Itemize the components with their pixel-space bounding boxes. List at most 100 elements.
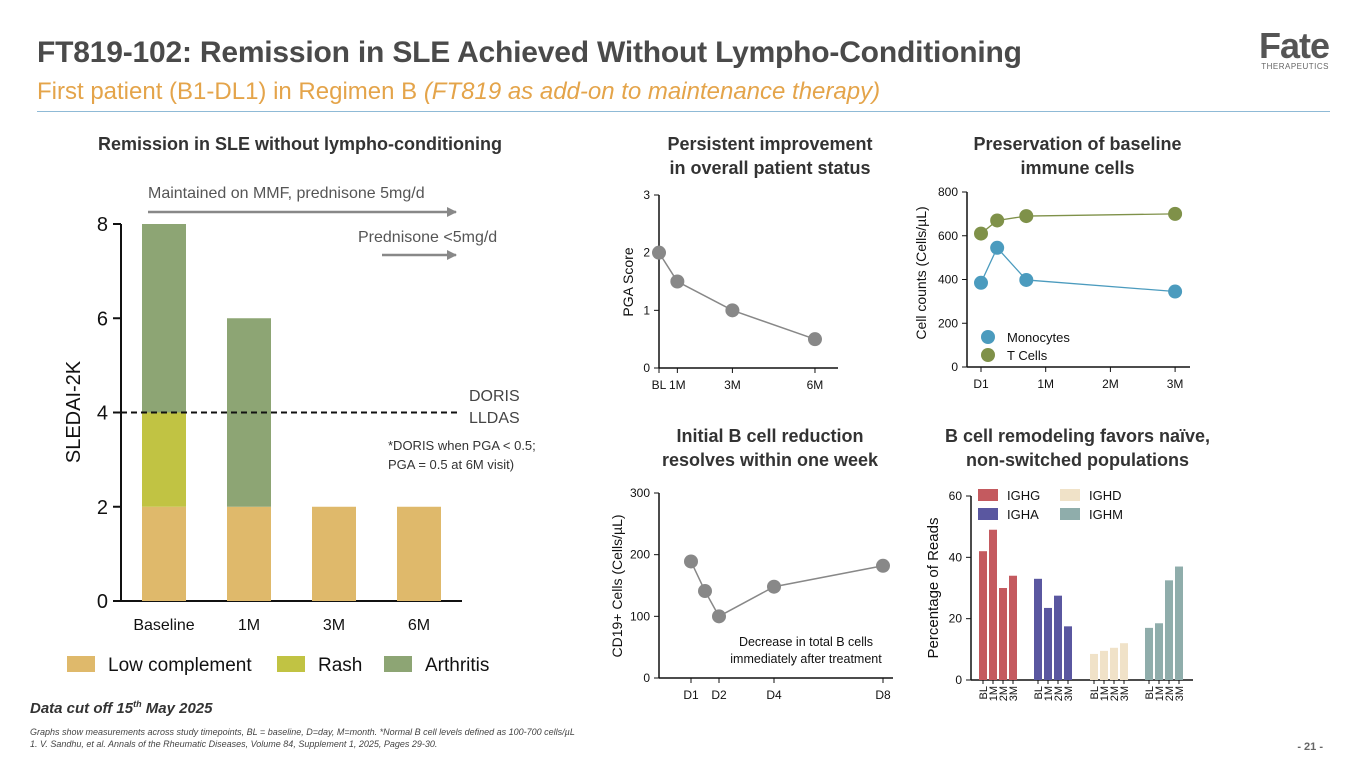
sledai-bar-segment xyxy=(227,506,271,601)
bcell-ytick-label: 200 xyxy=(630,548,650,562)
bcell-annotation-line1: Decrease in total B cells xyxy=(739,635,873,649)
immune-ytick-label: 400 xyxy=(938,273,958,287)
immune-data-point xyxy=(1168,206,1183,221)
doris-label: DORIS xyxy=(469,388,520,405)
sledai-ytick-label: 8 xyxy=(97,214,108,236)
isotype-bar xyxy=(1175,566,1183,680)
bcell-data-point xyxy=(712,609,726,624)
legend-ighm-label: IGHM xyxy=(1089,507,1123,522)
isotype-xtick-label: 3M xyxy=(1063,686,1075,701)
immune-ylabel: Cell counts (Cells/µL) xyxy=(913,206,929,339)
isotype-bar xyxy=(1145,627,1153,680)
sledai-ylabel: SLEDAI-2K xyxy=(63,360,85,463)
pga-ytick-label: 0 xyxy=(643,361,650,375)
pga-data-point xyxy=(670,274,685,289)
immune-data-point xyxy=(1019,209,1034,224)
isotype-ytick-label: 0 xyxy=(955,673,962,687)
immune-data-point xyxy=(1019,272,1034,287)
isotype-xtick-label: 1M xyxy=(1154,686,1166,701)
subtitle-main: First patient (B1-DL1) in Regimen B xyxy=(37,78,424,105)
bcell-ylabel: CD19+ Cells (Cells/µL) xyxy=(609,514,625,657)
sledai-bar-segment xyxy=(142,506,186,601)
immune-data-point xyxy=(1168,284,1183,299)
sledai-xtick-label: 6M xyxy=(408,617,430,634)
footnote: Graphs show measurements across study ti… xyxy=(30,727,575,737)
pga-title-line1: Persistent improvement xyxy=(667,134,873,154)
bcell-ytick-label: 0 xyxy=(643,671,650,685)
isotype-bar xyxy=(1034,578,1042,680)
sledai-bar-segment xyxy=(312,506,356,601)
immune-data-point xyxy=(974,275,988,290)
bcell-annotation-line2: immediately after treatment xyxy=(730,652,882,666)
isotype-bar xyxy=(1165,580,1173,680)
immune-data-point xyxy=(974,226,988,241)
legend-igha-swatch xyxy=(978,508,998,520)
immune-xtick-label: 1M xyxy=(1037,377,1054,391)
isotype-xtick-label: 1M xyxy=(1043,686,1055,701)
isotype-ytick-label: 40 xyxy=(949,550,963,564)
isotype-xtick-label: 3M xyxy=(1174,686,1186,701)
isotype-bar xyxy=(1155,623,1163,680)
isotype-title-line1: B cell remodeling favors naïve, xyxy=(944,426,1211,446)
legend-ighd-label: IGHD xyxy=(1089,488,1122,503)
legend-monocytes-marker xyxy=(981,330,995,344)
pga-ytick-label: 1 xyxy=(643,303,650,317)
immune-ytick-label: 800 xyxy=(938,185,958,199)
immune-ytick-label: 200 xyxy=(938,316,958,330)
isotype-xtick-label: 3M xyxy=(1008,686,1020,701)
sledai-bar-segment xyxy=(142,224,186,413)
data-cutoff: Data cut off 15th May 2025 xyxy=(30,699,212,717)
pga-data-point xyxy=(652,245,666,260)
sledai-legend-label: Rash xyxy=(318,655,362,676)
sledai-bar-segment xyxy=(142,412,186,507)
bcell-xtick-label: D4 xyxy=(766,688,782,702)
lldas-label: LLDAS xyxy=(469,410,520,427)
isotype-bar xyxy=(979,551,987,680)
pga-data-point xyxy=(725,303,740,318)
isotype-bar xyxy=(1100,650,1108,680)
pga-xtick-label: 6M xyxy=(807,378,824,392)
bcell-xtick-label: D2 xyxy=(711,688,727,702)
isotype-xtick-label: 2M xyxy=(1109,686,1121,701)
legend-ighg-swatch xyxy=(978,489,998,501)
pga-xtick-label: 1M xyxy=(669,378,686,392)
cutoff-post: May 2025 xyxy=(141,700,213,717)
sledai-ytick-label: 6 xyxy=(97,308,108,330)
immune-series-line xyxy=(980,213,1176,235)
bcell-title-line2: resolves within one week xyxy=(661,450,879,470)
bcell-data-point xyxy=(698,584,712,599)
legend-ighg-label: IGHG xyxy=(1007,488,1040,503)
immune-series-line xyxy=(980,246,1176,293)
logo-subtext: THERAPEUTICS xyxy=(1261,62,1329,71)
isotype-bar xyxy=(1054,595,1062,680)
legend-ighd-swatch xyxy=(1060,489,1080,501)
pga-xtick-label: BL xyxy=(652,378,667,392)
pga-xtick-label: 3M xyxy=(724,378,741,392)
sledai-legend-swatch xyxy=(277,656,305,672)
sledai-panel-title: Remission in SLE without lympho-conditio… xyxy=(98,134,502,154)
sledai-legend-label: Arthritis xyxy=(425,655,489,676)
immune-xtick-label: 2M xyxy=(1102,377,1119,391)
pga-data-point xyxy=(807,332,822,347)
sledai-ytick-label: 2 xyxy=(97,497,108,519)
slide-title: FT819-102: Remission in SLE Achieved Wit… xyxy=(37,36,1022,69)
bcell-data-point xyxy=(684,554,698,569)
isotype-bar xyxy=(1120,643,1128,680)
logo-word: Fate xyxy=(1258,25,1330,66)
sledai-bar-segment xyxy=(397,506,441,601)
isotype-bar xyxy=(989,529,997,680)
isotype-xtick-label: BL xyxy=(1033,686,1045,699)
immune-ytick-label: 600 xyxy=(938,229,958,243)
cutoff-sup: th xyxy=(133,699,142,709)
bcell-data-point xyxy=(876,558,890,573)
isotype-ylabel: Percentage of Reads xyxy=(925,518,942,659)
subtitle-italic: (FT819 as add-on to maintenance therapy) xyxy=(423,78,881,105)
bcell-panel-title: Initial B cell reduction resolves within … xyxy=(620,424,920,472)
immune-title-line1: Preservation of baseline xyxy=(973,134,1182,154)
isotype-panel-title: B cell remodeling favors naïve, non-switc… xyxy=(915,424,1240,472)
bcell-data-point xyxy=(767,579,781,594)
isotype-title-line2: non-switched populations xyxy=(966,450,1189,470)
